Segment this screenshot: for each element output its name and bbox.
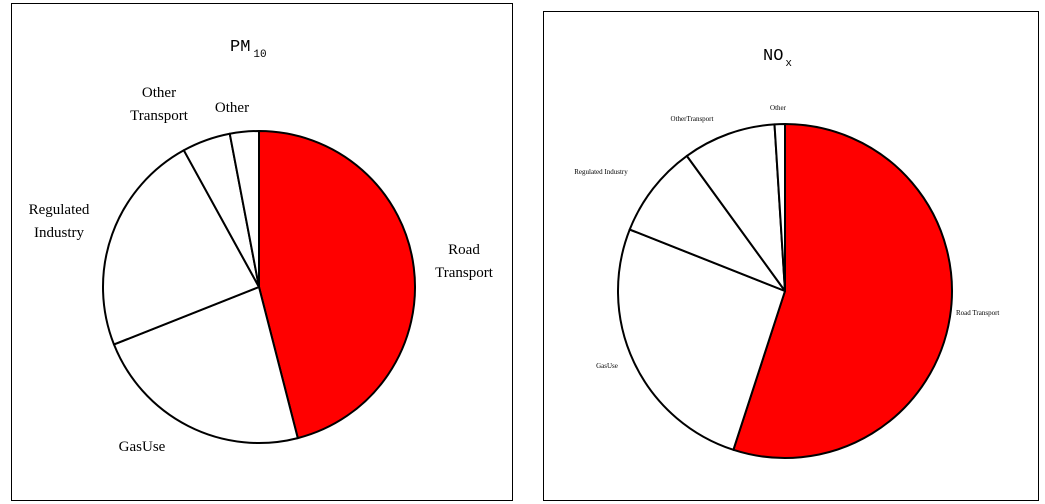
nox-title-sub: x: [785, 58, 792, 70]
pm10-chart-title: PM 10: [230, 38, 267, 61]
pm10-label-line: Regulated: [29, 202, 90, 218]
nox-slice-regulated-industry: [628, 154, 786, 292]
pm10-label-other: Other: [215, 100, 249, 116]
pm10-label-line: Industry: [34, 225, 84, 241]
pm10-title-sub: 10: [253, 49, 266, 61]
nox-title-main: NO: [763, 47, 783, 66]
nox-slice-other: [773, 123, 786, 292]
pm10-slices: [102, 129, 417, 444]
pm10-labels: Road Transport GasUse Regulated Industry Othe…: [29, 85, 494, 455]
nox-label-gas-use: GasUse: [596, 362, 618, 370]
nox-label-line: OtherTransport: [671, 115, 714, 123]
pm10-label-other-transport: Other Transport: [130, 85, 189, 124]
pm10-label-line: Transport: [435, 265, 494, 281]
pm10-label-line: Other: [215, 100, 249, 116]
pm10-pie-chart: PM 10 Road Transport GasUse Regulated Industr…: [29, 38, 494, 455]
pm10-label-road-transport: Road Transport: [435, 242, 494, 281]
nox-label-line: Other: [770, 104, 787, 112]
pm10-title-main: PM: [230, 38, 250, 57]
nox-label-other: Other: [770, 104, 787, 112]
pm10-chart-panel: PM 10 Road Transport GasUse Regulated Industr…: [11, 3, 513, 501]
nox-pie-chart: NO x Road Transport GasUse Regulated Indust…: [574, 47, 999, 459]
pm10-slice-regulated-industry: [102, 149, 260, 346]
nox-label-line: Regulated Industry: [574, 168, 628, 176]
pm10-label-line: Road: [448, 242, 480, 258]
nox-label-road-transport: Road Transport: [956, 309, 999, 317]
pm10-label-line: Transport: [130, 108, 189, 124]
nox-label-regulated-industry: Regulated Industry: [574, 168, 628, 176]
nox-label-other-transport: OtherTransport: [671, 115, 714, 123]
nox-labels: Road Transport GasUse Regulated Industry Ot…: [574, 104, 999, 370]
pm10-label-line: Other: [142, 85, 176, 101]
nox-slice-road-transport: [732, 123, 953, 459]
pm10-label-gas-use: GasUse: [119, 439, 166, 455]
nox-chart-title: NO x: [763, 47, 792, 70]
nox-label-line: Road Transport: [956, 309, 999, 317]
nox-chart-panel: NO x Road Transport GasUse Regulated Indust…: [543, 11, 1039, 501]
pm10-label-line: GasUse: [119, 439, 166, 455]
nox-slices: [617, 123, 953, 459]
pm10-slice-other: [228, 129, 260, 288]
pm10-slice-road-transport: [258, 130, 417, 440]
nox-label-line: GasUse: [596, 362, 618, 370]
pm10-label-regulated-industry: Regulated Industry: [29, 202, 90, 241]
nox-slice-gas-use: [617, 228, 786, 451]
pm10-slice-gas-use: [112, 286, 299, 444]
nox-slice-other-transport: [685, 123, 786, 292]
